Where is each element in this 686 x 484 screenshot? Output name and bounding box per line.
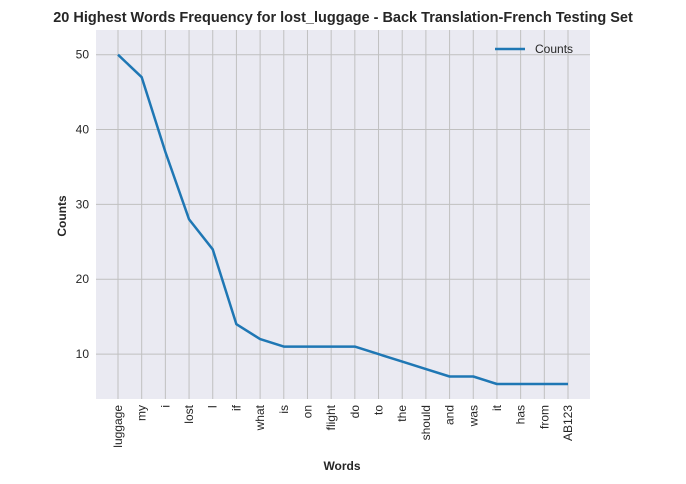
x-tick-label: on <box>300 405 314 418</box>
chart-title: 20 Highest Words Frequency for lost_lugg… <box>53 10 633 26</box>
x-tick-label: if <box>229 404 243 411</box>
legend-label-counts: Counts <box>535 42 573 56</box>
y-tick-label: 50 <box>76 48 90 62</box>
x-tick-label: should <box>419 405 433 440</box>
x-tick-label: the <box>395 405 409 422</box>
x-tick-label: is <box>277 405 291 414</box>
x-tick-label: i <box>158 405 172 408</box>
x-axis-label: Words <box>323 459 360 473</box>
grid-lines <box>96 30 590 399</box>
x-tick-label: AB123 <box>561 405 575 441</box>
x-tick-label: luggage <box>111 405 125 448</box>
y-axis-ticks: 10 20 30 40 50 <box>76 48 90 361</box>
x-tick-label: my <box>135 405 149 421</box>
y-tick-label: 30 <box>76 197 90 211</box>
x-tick-label: to <box>372 405 386 415</box>
x-tick-label: was <box>466 405 480 427</box>
x-tick-label: has <box>514 405 528 424</box>
x-tick-label: and <box>443 405 457 425</box>
y-tick-label: 40 <box>76 123 90 137</box>
x-tick-label: do <box>348 405 362 419</box>
x-tick-label: what <box>253 404 267 431</box>
y-tick-label: 10 <box>76 347 90 361</box>
y-axis-label: Counts <box>55 195 69 237</box>
x-tick-label: it <box>490 404 504 411</box>
x-tick-label: flight <box>324 404 338 430</box>
x-tick-label: from <box>537 405 551 429</box>
x-tick-label: I <box>206 405 220 408</box>
legend: Counts <box>495 42 573 56</box>
plot-area <box>96 30 590 399</box>
y-tick-label: 20 <box>76 272 90 286</box>
x-tick-label: lost <box>182 404 196 423</box>
series-line-counts <box>117 53 568 386</box>
